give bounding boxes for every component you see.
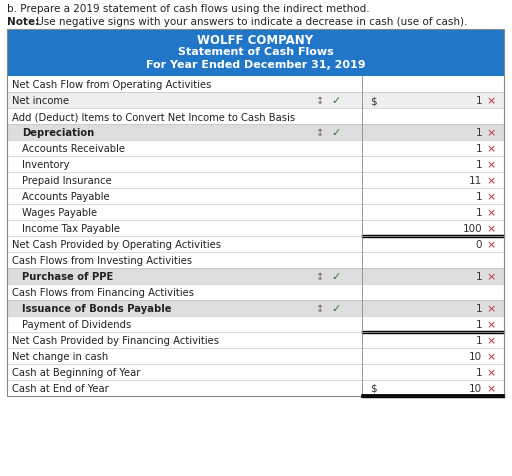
Text: Payment of Dividends: Payment of Dividends: [22, 319, 131, 329]
Text: ×: ×: [486, 128, 496, 138]
Bar: [7, 141, 504, 157]
Bar: [7, 348, 504, 364]
Text: 1: 1: [475, 128, 482, 138]
Text: $: $: [370, 96, 377, 106]
Text: Inventory: Inventory: [22, 159, 70, 169]
Text: ↕: ↕: [316, 128, 325, 138]
Bar: [7, 109, 504, 125]
Text: ×: ×: [486, 303, 496, 313]
Text: ✓: ✓: [332, 96, 341, 106]
Text: ×: ×: [486, 335, 496, 345]
Text: 1: 1: [475, 303, 482, 313]
Text: ×: ×: [486, 367, 496, 377]
Text: Add (Deduct) Items to Convert Net Income to Cash Basis: Add (Deduct) Items to Convert Net Income…: [12, 112, 295, 122]
Bar: [7, 30, 504, 77]
Text: 1: 1: [475, 192, 482, 201]
Text: Statement of Cash Flows: Statement of Cash Flows: [178, 47, 333, 57]
Text: 10: 10: [469, 383, 482, 393]
Text: $: $: [370, 383, 377, 393]
Text: ✓: ✓: [332, 303, 341, 313]
Text: ×: ×: [486, 192, 496, 201]
Text: ×: ×: [486, 144, 496, 154]
Text: ×: ×: [486, 239, 496, 249]
Bar: [7, 173, 504, 188]
Bar: [7, 30, 504, 396]
Text: Cash at End of Year: Cash at End of Year: [12, 383, 109, 393]
Text: 1: 1: [475, 208, 482, 218]
Bar: [7, 157, 504, 173]
Text: Cash Flows from Investing Activities: Cash Flows from Investing Activities: [12, 256, 192, 266]
Bar: [7, 252, 504, 268]
Text: ↕: ↕: [316, 271, 325, 281]
Text: 0: 0: [476, 239, 482, 249]
Text: ✓: ✓: [332, 271, 341, 281]
Text: 1: 1: [475, 271, 482, 281]
Bar: [7, 317, 504, 332]
Text: Note:: Note:: [7, 17, 39, 27]
Bar: [7, 300, 504, 317]
Text: Issuance of Bonds Payable: Issuance of Bonds Payable: [22, 303, 172, 313]
Text: ↕: ↕: [316, 303, 325, 313]
Text: Net Cash Provided by Operating Activities: Net Cash Provided by Operating Activitie…: [12, 239, 221, 249]
Text: ×: ×: [486, 96, 496, 106]
Text: Wages Payable: Wages Payable: [22, 208, 97, 218]
Bar: [7, 220, 504, 237]
Text: 1: 1: [475, 367, 482, 377]
Text: ×: ×: [486, 319, 496, 329]
Bar: [7, 205, 504, 220]
Bar: [7, 380, 504, 396]
Text: ×: ×: [486, 271, 496, 281]
Text: ↕: ↕: [316, 96, 325, 106]
Text: 1: 1: [475, 335, 482, 345]
Bar: [7, 237, 504, 252]
Text: Accounts Receivable: Accounts Receivable: [22, 144, 125, 154]
Text: Accounts Payable: Accounts Payable: [22, 192, 110, 201]
Text: ×: ×: [486, 208, 496, 218]
Text: Prepaid Insurance: Prepaid Insurance: [22, 176, 112, 186]
Text: Use negative signs with your answers to indicate a decrease in cash (use of cash: Use negative signs with your answers to …: [33, 17, 467, 27]
Text: Cash Flows from Financing Activities: Cash Flows from Financing Activities: [12, 288, 194, 298]
Bar: [7, 77, 504, 93]
Text: Net Cash Provided by Financing Activities: Net Cash Provided by Financing Activitie…: [12, 335, 219, 345]
Text: Purchase of PPE: Purchase of PPE: [22, 271, 113, 281]
Bar: [7, 284, 504, 300]
Text: ×: ×: [486, 351, 496, 361]
Text: Net change in cash: Net change in cash: [12, 351, 108, 361]
Bar: [7, 268, 504, 284]
Text: Net income: Net income: [12, 96, 69, 106]
Text: 1: 1: [475, 96, 482, 106]
Text: ✓: ✓: [332, 128, 341, 138]
Bar: [7, 93, 504, 109]
Text: Cash at Beginning of Year: Cash at Beginning of Year: [12, 367, 140, 377]
Text: ×: ×: [486, 159, 496, 169]
Text: 100: 100: [462, 224, 482, 234]
Text: 10: 10: [469, 351, 482, 361]
Text: Income Tax Payable: Income Tax Payable: [22, 224, 120, 234]
Text: 1: 1: [475, 159, 482, 169]
Text: ×: ×: [486, 383, 496, 393]
Text: Net Cash Flow from Operating Activities: Net Cash Flow from Operating Activities: [12, 80, 211, 90]
Bar: [7, 188, 504, 205]
Text: WOLFF COMPANY: WOLFF COMPANY: [198, 34, 313, 47]
Text: 1: 1: [475, 144, 482, 154]
Text: ×: ×: [486, 176, 496, 186]
Text: b. Prepare a 2019 statement of cash flows using the indirect method.: b. Prepare a 2019 statement of cash flow…: [7, 4, 370, 14]
Bar: [7, 125, 504, 141]
Text: 11: 11: [469, 176, 482, 186]
Text: Depreciation: Depreciation: [22, 128, 94, 138]
Text: For Year Ended December 31, 2019: For Year Ended December 31, 2019: [146, 60, 366, 70]
Text: ×: ×: [486, 224, 496, 234]
Bar: [7, 364, 504, 380]
Text: 1: 1: [475, 319, 482, 329]
Bar: [7, 332, 504, 348]
